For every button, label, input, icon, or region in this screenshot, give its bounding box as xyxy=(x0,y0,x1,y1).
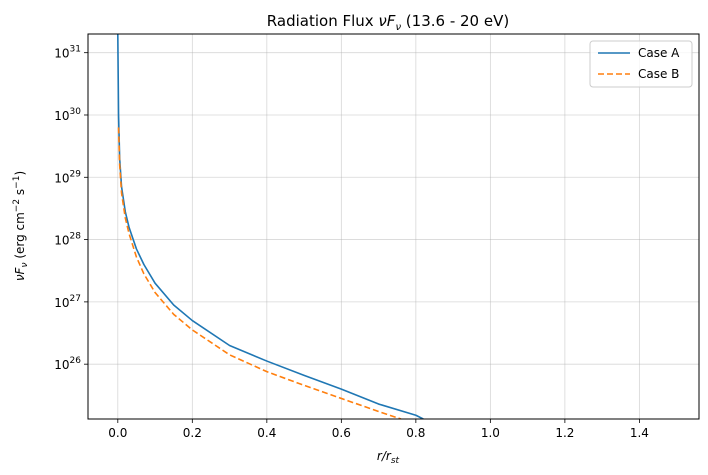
series-line-case-b xyxy=(117,127,402,419)
y-tick-label: 1031 xyxy=(54,45,81,61)
legend: Case A Case B xyxy=(589,40,693,88)
x-tick-label: 1.2 xyxy=(555,426,574,440)
y-tick-label: 1027 xyxy=(54,294,81,310)
grid-lines xyxy=(88,34,699,419)
y-ticks: 1026 1027 1028 1029 1030 1031 xyxy=(54,45,88,372)
legend-label-case-a: Case A xyxy=(638,46,680,60)
y-tick-label: 1029 xyxy=(54,169,81,185)
x-tick-label: 0.0 xyxy=(108,426,127,440)
y-axis-label: νFν (erg cm−2 s−1) xyxy=(12,171,30,281)
x-tick-label: 0.2 xyxy=(183,426,202,440)
y-tick-label: 1028 xyxy=(54,232,81,248)
y-tick-label: 1026 xyxy=(54,356,81,372)
x-tick-label: 0.8 xyxy=(406,426,425,440)
y-tick-label: 1030 xyxy=(54,107,81,123)
x-axis-label: r/rst xyxy=(377,449,400,466)
x-tick-label: 0.4 xyxy=(257,426,276,440)
x-tick-label: 0.6 xyxy=(332,426,351,440)
x-tick-label: 1.0 xyxy=(481,426,500,440)
series-lines xyxy=(117,34,424,419)
legend-label-case-b: Case B xyxy=(638,67,679,81)
x-ticks: 0.0 0.2 0.4 0.6 0.8 1.0 1.2 1.4 xyxy=(108,419,649,440)
plot-frame xyxy=(87,33,700,420)
chart-title: Radiation Flux νFν (13.6 - 20 eV) xyxy=(267,12,509,33)
x-tick-label: 1.4 xyxy=(630,426,649,440)
